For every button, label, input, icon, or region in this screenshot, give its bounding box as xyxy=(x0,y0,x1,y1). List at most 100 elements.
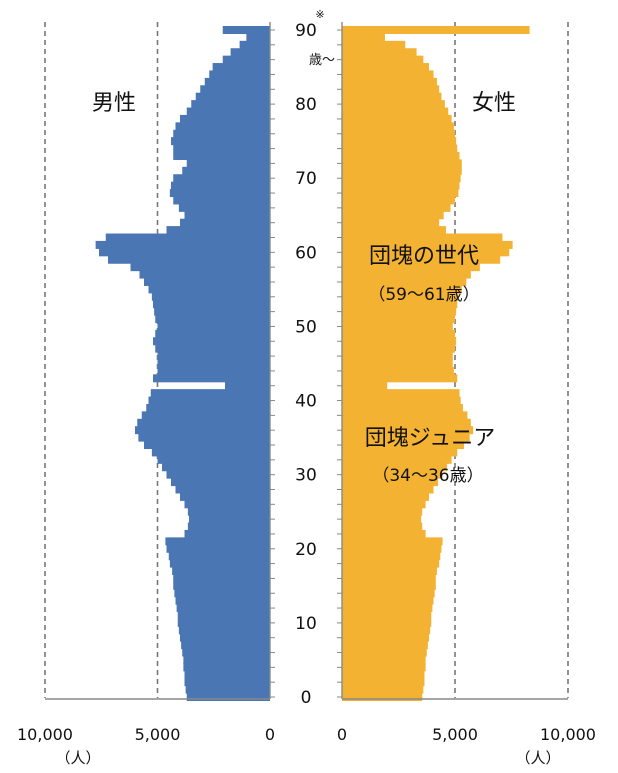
male-bar xyxy=(178,626,270,635)
male-bar xyxy=(181,641,270,650)
female-bar xyxy=(342,604,433,613)
female-bar xyxy=(342,77,437,86)
male-bar xyxy=(183,663,270,672)
male-bar xyxy=(182,166,270,175)
female-bar xyxy=(342,100,445,109)
female-bar xyxy=(342,70,434,79)
male-bar xyxy=(204,77,270,86)
female-bar xyxy=(342,596,434,605)
male-bar xyxy=(184,500,270,509)
female-bar xyxy=(342,40,406,49)
male-bar xyxy=(137,418,270,427)
female-bar xyxy=(342,300,458,309)
male-bar xyxy=(178,203,270,212)
male-bar xyxy=(173,151,270,160)
female-bar xyxy=(342,537,443,546)
male-bar xyxy=(157,366,270,375)
female-bar xyxy=(342,263,480,272)
male-bar xyxy=(184,678,270,687)
age-tick-label: 70 xyxy=(295,169,317,189)
male-bar xyxy=(146,403,270,412)
annotation-boomer-juniors-title: 団塊ジュニア xyxy=(365,426,495,451)
male-panel-label: 男性 xyxy=(92,91,136,116)
female-bar xyxy=(342,626,431,635)
female-bar xyxy=(342,189,459,198)
female-bar xyxy=(342,174,461,183)
female-bar xyxy=(342,500,426,509)
male-bar xyxy=(153,337,270,346)
female-bar xyxy=(342,389,460,398)
female-bar xyxy=(342,522,423,531)
male-bar xyxy=(186,159,270,168)
male-bar xyxy=(209,70,270,79)
female-bar xyxy=(342,618,432,627)
male-bar xyxy=(184,529,270,538)
age-tick-label: 80 xyxy=(295,95,317,115)
female-bar xyxy=(342,441,465,450)
female-bar xyxy=(342,611,432,620)
male-bar xyxy=(172,567,270,576)
male-bar xyxy=(174,589,270,598)
female-bar xyxy=(342,144,458,153)
male-x-tick-label: 5,000 xyxy=(135,725,181,744)
male-bar xyxy=(239,40,270,49)
female-bar xyxy=(342,55,424,64)
male-bar xyxy=(173,574,270,583)
female-bar xyxy=(342,381,388,390)
male-bar xyxy=(95,240,270,249)
female-panel-label: 女性 xyxy=(472,91,516,116)
female-bar xyxy=(342,478,439,487)
male-bar xyxy=(176,604,270,613)
female-bar xyxy=(342,633,430,642)
male-bar xyxy=(175,596,270,605)
male-bar xyxy=(186,107,270,116)
female-bar xyxy=(342,492,430,501)
male-bar xyxy=(153,300,270,309)
female-bar xyxy=(342,463,448,472)
male-bar xyxy=(171,478,270,487)
male-bar xyxy=(171,181,270,190)
male-bar xyxy=(148,285,270,294)
male-bar xyxy=(155,315,270,324)
female-bar xyxy=(342,374,458,383)
male-bar xyxy=(180,633,270,642)
female-bar xyxy=(342,648,427,657)
female-bar xyxy=(342,211,444,220)
male-bar xyxy=(200,85,270,94)
male-bar xyxy=(212,63,270,72)
female-bar xyxy=(342,322,453,331)
male-bar xyxy=(183,655,270,664)
female-bar xyxy=(342,337,457,346)
male-bar xyxy=(166,226,270,235)
female-bar xyxy=(342,166,462,175)
male-bar xyxy=(148,396,270,405)
female-bar xyxy=(342,411,468,420)
female-bar xyxy=(342,366,454,375)
female-bar xyxy=(342,692,423,702)
female-bar xyxy=(342,122,454,131)
male-bar xyxy=(177,618,270,627)
male-bar xyxy=(155,344,270,353)
male-bar xyxy=(187,522,270,531)
male-bar xyxy=(165,537,270,546)
female-bar xyxy=(342,544,442,553)
male-bar xyxy=(166,470,270,479)
male-bar xyxy=(108,255,270,264)
female-bar xyxy=(342,315,455,324)
male-bar xyxy=(169,189,270,198)
male-bar xyxy=(105,233,270,242)
male-bar xyxy=(246,33,270,42)
female-bar xyxy=(342,85,440,94)
female-bar xyxy=(342,418,471,427)
male-bar xyxy=(184,670,270,679)
female-bar xyxy=(342,470,443,479)
male-x-tick-label: 0 xyxy=(265,725,275,744)
female-bar xyxy=(342,233,503,242)
male-bar xyxy=(184,211,270,220)
female-bar xyxy=(342,403,463,412)
female-bar xyxy=(342,307,457,316)
annotation-baby-boomers-title: 団塊の世代 xyxy=(369,244,479,269)
female-bar xyxy=(342,63,430,72)
male-bar xyxy=(157,359,270,368)
